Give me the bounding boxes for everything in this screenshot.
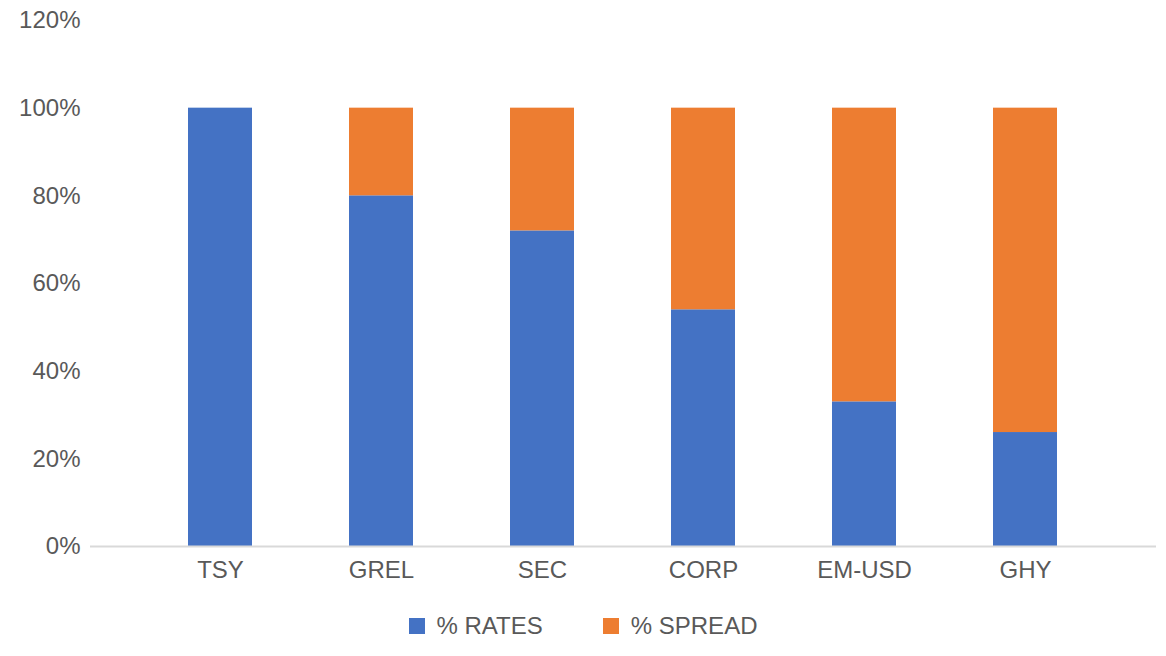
svg-text:SEC: SEC [518,556,567,583]
html-text:% RATES: % RATES [436,612,543,639]
svg-text:0%: 0% [46,532,81,559]
svg-text:120%: 120% [19,6,80,33]
svg-text:EM-USD: EM-USD [817,556,912,583]
svg-text:TSY: TSY [197,556,244,583]
svg-text:80%: 80% [32,182,80,209]
svg-text:CORP: CORP [669,556,738,583]
html-text:% SPREAD: % SPREAD [630,612,758,639]
svg-text:40%: 40% [32,357,80,384]
svg-text:100%: 100% [19,94,80,121]
svg-text:GHY: GHY [999,556,1051,583]
svg-text:GREL: GREL [349,556,414,583]
svg-text:60%: 60% [32,269,80,296]
svg-text:20%: 20% [32,445,80,472]
